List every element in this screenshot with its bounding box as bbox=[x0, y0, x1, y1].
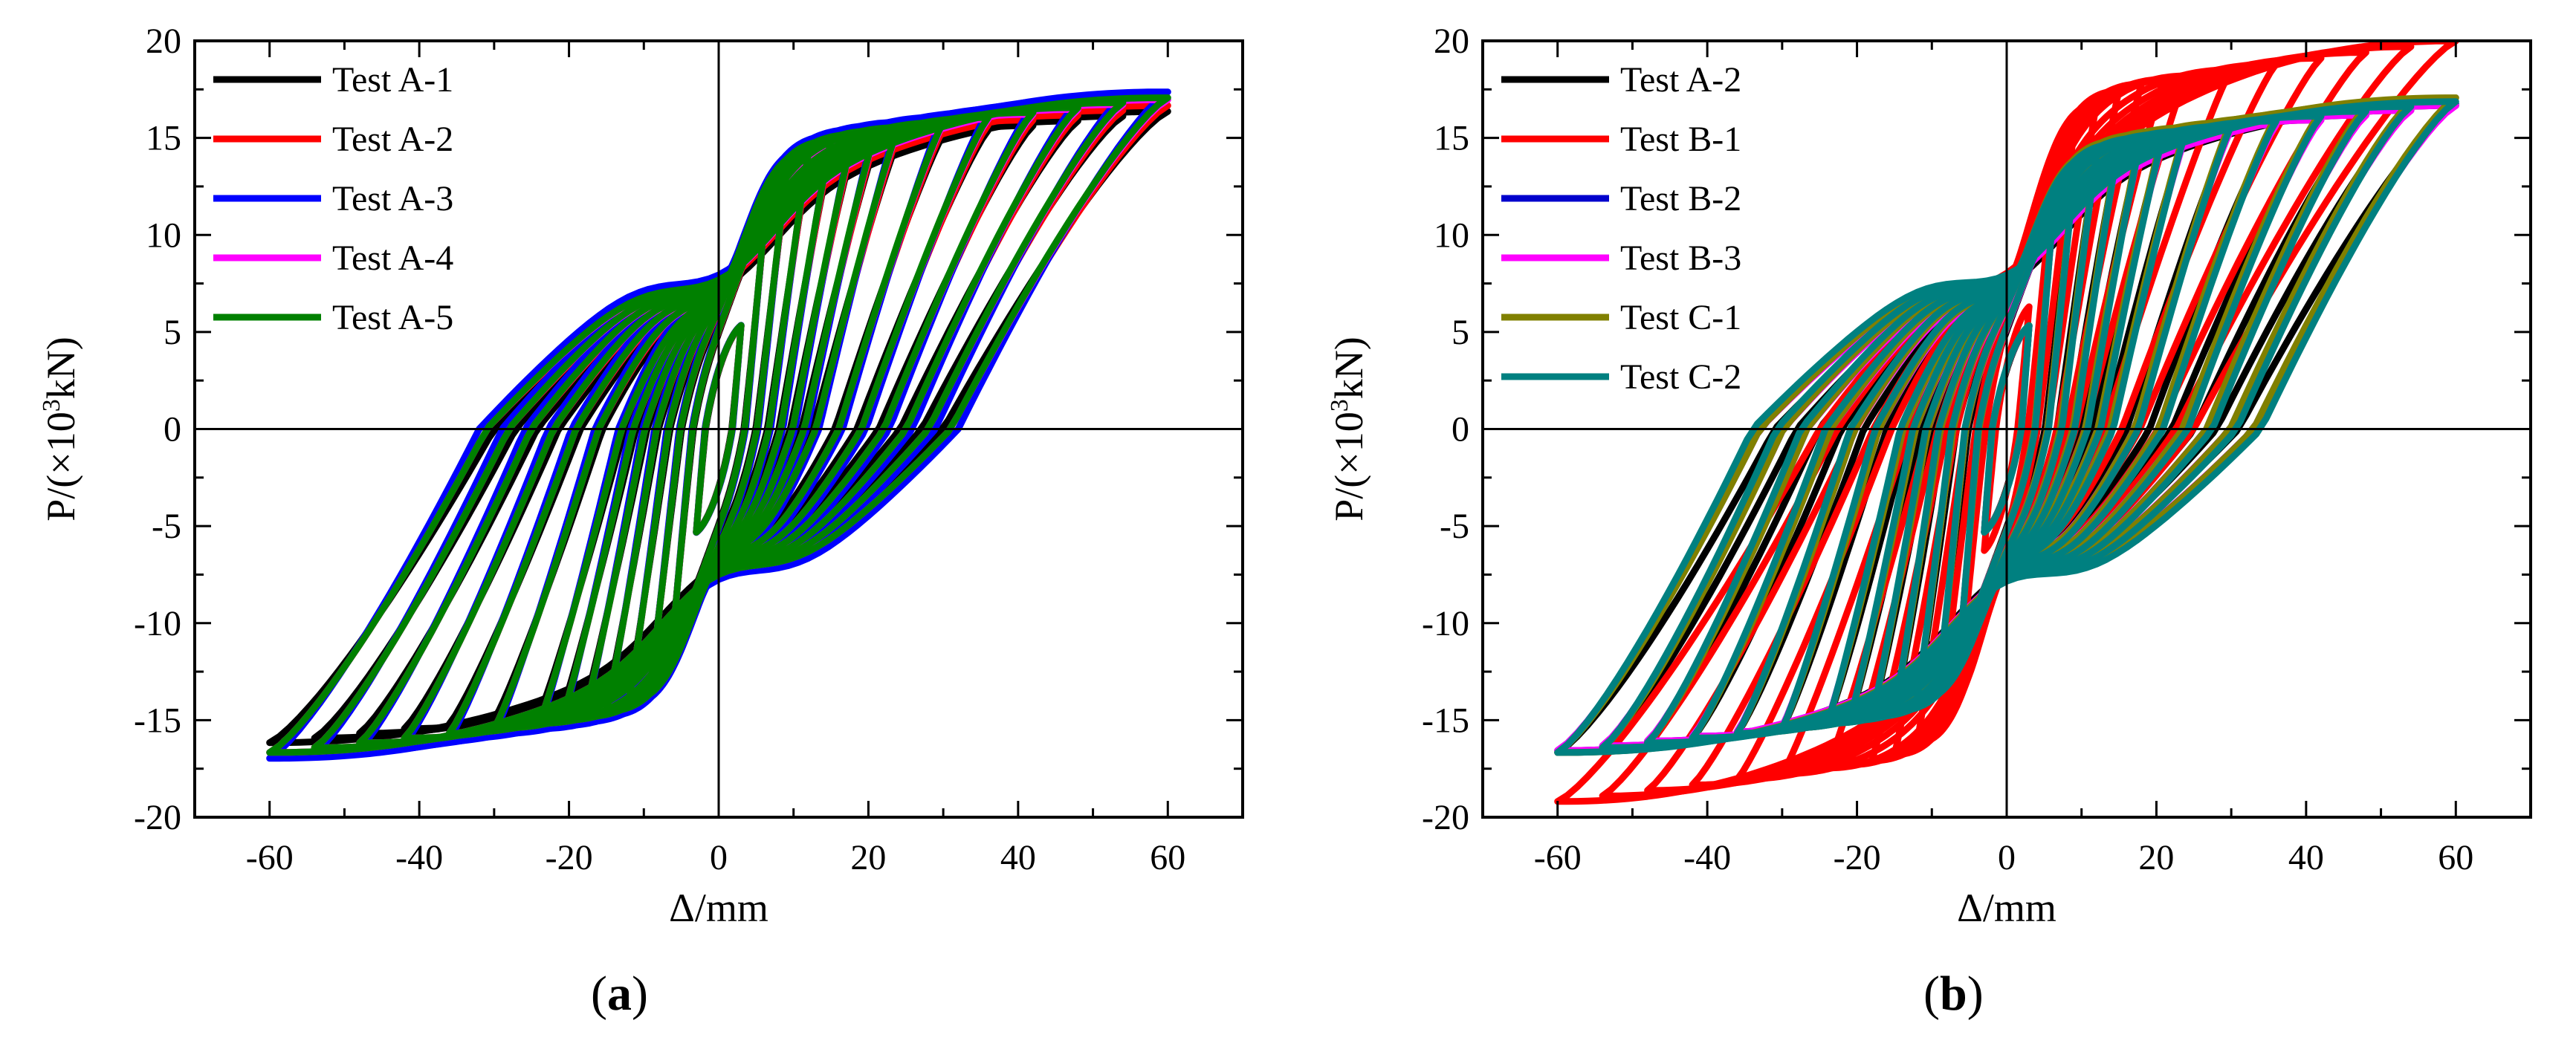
x-tick-label: 20 bbox=[850, 838, 886, 877]
y-tick-label: -20 bbox=[1422, 798, 1469, 837]
legend-label: Test C-1 bbox=[1620, 298, 1741, 337]
y-tick-label: 5 bbox=[1452, 313, 1469, 352]
legend-item: Test B-3 bbox=[1501, 238, 1741, 278]
y-tick-label: -5 bbox=[1440, 507, 1469, 546]
y-axis-ticks: 20 15 10 5 0 -5 -10 -15 -20 bbox=[1422, 22, 2531, 837]
series-test-a-5 bbox=[266, 94, 1171, 756]
y-tick-label: -5 bbox=[152, 507, 181, 546]
legend-label: Test A-1 bbox=[332, 60, 453, 100]
y-tick-label: -20 bbox=[134, 798, 181, 837]
y-tick-label: 15 bbox=[1434, 119, 1469, 158]
y-tick-label: -15 bbox=[134, 701, 181, 740]
y-tick-label: 0 bbox=[1452, 410, 1469, 449]
series-test-c-2 bbox=[1554, 98, 2459, 756]
legend-item: Test B-1 bbox=[1501, 120, 1741, 159]
y-axis-title: P/(×103kN) bbox=[1326, 337, 1371, 521]
hysteresis-loop bbox=[356, 104, 1081, 747]
y-tick-label: 10 bbox=[1434, 215, 1469, 255]
y-tick-label: -15 bbox=[1422, 701, 1469, 740]
x-tick-label: -40 bbox=[395, 838, 443, 877]
x-tick-label: 0 bbox=[1998, 838, 2016, 877]
x-tick-label: 20 bbox=[2138, 838, 2174, 877]
panel-label-b: (b) bbox=[1923, 967, 1984, 1021]
chart-panel-a: -60 -40 -20 0 20 40 60 20 15 10 5 0 -5 -10 -15 -20 Δ/mm P… bbox=[38, 22, 1244, 1021]
legend-item: Test C-1 bbox=[1501, 298, 1741, 337]
y-tick-label: 20 bbox=[1434, 22, 1469, 61]
y-axis-ticks: 20 15 10 5 0 -5 -10 -15 -20 bbox=[134, 22, 1243, 837]
y-tick-label: 15 bbox=[146, 119, 181, 158]
hysteresis-loop bbox=[266, 94, 1171, 756]
legend-item: Test A-3 bbox=[213, 179, 453, 218]
x-tick-label: -20 bbox=[1834, 838, 1881, 877]
x-axis-ticks: -60 -40 -20 0 20 40 60 bbox=[193, 41, 1244, 877]
hysteresis-loop bbox=[401, 108, 1037, 741]
legend-label: Test A-2 bbox=[332, 120, 453, 159]
legend-item: Test C-2 bbox=[1501, 357, 1741, 397]
x-tick-label: 60 bbox=[1150, 838, 1185, 877]
x-tick-label: -60 bbox=[1534, 838, 1582, 877]
x-tick-label: 0 bbox=[710, 838, 728, 877]
x-tick-label: -40 bbox=[1683, 838, 1731, 877]
hysteresis-loop bbox=[1981, 322, 2033, 536]
chart-panel-b: -60 -40 -20 0 20 40 60 20 15 10 5 0 -5 -10 -15 -20 Δ/mm P… bbox=[1288, 0, 2576, 1049]
hysteresis-loop bbox=[1599, 43, 2415, 799]
legend-item: Test A-2 bbox=[213, 120, 453, 159]
y-tick-label: 5 bbox=[164, 313, 181, 352]
legend-item: Test A-5 bbox=[213, 298, 453, 337]
legend-label: Test C-2 bbox=[1620, 357, 1741, 397]
hysteresis-chart-b: -60 -40 -20 0 20 40 60 20 15 10 5 0 -5 -10 -15 -20 Δ/mm P… bbox=[1326, 22, 2532, 930]
x-tick-label: 60 bbox=[2438, 838, 2473, 877]
legend: Test A-1 Test A-2 Test A-3 Test A-4 Test A-5 bbox=[213, 60, 453, 337]
hysteresis-loop bbox=[1689, 113, 2325, 741]
legend-label: Test B-2 bbox=[1620, 179, 1741, 218]
x-tick-label: -60 bbox=[246, 838, 294, 877]
x-axis-ticks: -60 -40 -20 0 20 40 60 bbox=[1481, 41, 2532, 877]
legend-item: Test B-2 bbox=[1501, 179, 1741, 218]
y-tick-label: -10 bbox=[134, 604, 181, 643]
x-axis-title: Δ/mm bbox=[669, 886, 768, 930]
series-curves bbox=[1554, 41, 2459, 805]
legend-label: Test A-5 bbox=[332, 298, 453, 337]
legend-label: Test A-3 bbox=[332, 179, 453, 218]
legend-item: Test A-1 bbox=[213, 60, 453, 100]
legend: Test A-2 Test B-1 Test B-2 Test B-3 Test C-1… bbox=[1501, 60, 1741, 397]
hysteresis-loop bbox=[693, 322, 745, 536]
legend-label: Test A-4 bbox=[332, 238, 453, 278]
hysteresis-chart-a: -60 -40 -20 0 20 40 60 20 15 10 5 0 -5 -10 -15 -20 Δ/mm P… bbox=[38, 22, 1244, 930]
panel-label-a: (a) bbox=[591, 967, 648, 1021]
y-axis-title: P/(×103kN) bbox=[38, 337, 83, 521]
y-tick-label: 20 bbox=[146, 22, 181, 61]
legend-label: Test A-2 bbox=[1620, 60, 1741, 100]
y-tick-label: -10 bbox=[1422, 604, 1469, 643]
legend-item: Test A-4 bbox=[213, 238, 453, 278]
hysteresis-loop bbox=[1554, 98, 2459, 756]
x-tick-label: 40 bbox=[1000, 838, 1036, 877]
legend-item: Test A-2 bbox=[1501, 60, 1741, 100]
x-axis-title: Δ/mm bbox=[1957, 886, 2056, 930]
y-tick-label: 10 bbox=[146, 215, 181, 255]
legend-label: Test B-3 bbox=[1620, 238, 1741, 278]
x-tick-label: 40 bbox=[2288, 838, 2324, 877]
x-tick-label: -20 bbox=[546, 838, 593, 877]
legend-label: Test B-1 bbox=[1620, 120, 1741, 159]
series-curves bbox=[266, 88, 1171, 762]
y-tick-label: 0 bbox=[164, 410, 181, 449]
